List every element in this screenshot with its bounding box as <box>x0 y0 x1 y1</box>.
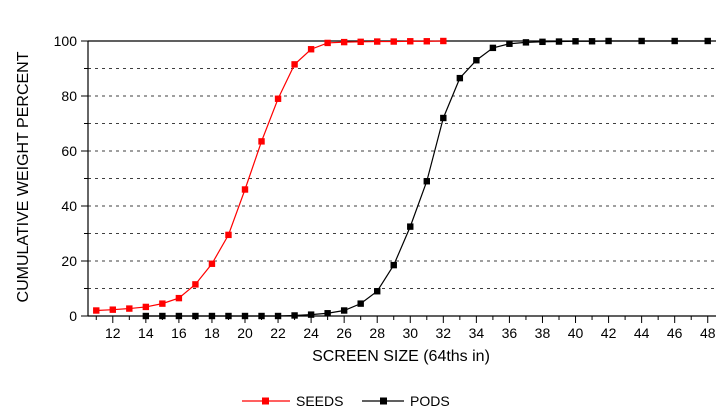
data-point-seeds <box>340 38 348 46</box>
data-point-pods <box>324 310 331 317</box>
x-tick-label: 28 <box>369 325 385 341</box>
data-point-pods <box>357 300 364 307</box>
data-point-seeds <box>192 281 199 288</box>
x-tick-label: 34 <box>469 325 485 341</box>
tick-labels: 0 20 40 60 80 100 12 14 16 18 20 22 24 26 28 30 32 34 36 38… <box>54 33 716 341</box>
data-point-seeds <box>142 303 150 311</box>
data-point-pods <box>555 38 563 45</box>
x-tick-label: 20 <box>237 325 253 341</box>
x-axis-title: SCREEN SIZE (64ths in) <box>312 348 490 365</box>
x-tick-label: 44 <box>634 325 650 341</box>
y-tick-label: 60 <box>61 143 77 159</box>
data-point-seeds <box>407 38 414 45</box>
legend: SEEDS PODS <box>242 393 450 409</box>
data-point-pods <box>208 312 216 320</box>
x-tick-label: 30 <box>402 325 418 341</box>
legend-item-pods: PODS <box>362 393 450 409</box>
data-point-pods <box>522 39 530 46</box>
data-point-pods <box>506 40 513 47</box>
plot-series <box>93 37 711 320</box>
data-point-seeds <box>324 39 331 47</box>
x-tick-label: 32 <box>436 325 452 341</box>
data-point-pods <box>572 38 579 45</box>
data-point-pods <box>307 311 315 318</box>
data-point-seeds <box>357 38 364 46</box>
data-point-pods <box>473 57 480 64</box>
data-point-pods <box>374 288 381 295</box>
data-point-pods <box>241 312 249 320</box>
y-tick-label: 100 <box>54 33 78 49</box>
y-tick-label: 80 <box>61 88 77 104</box>
data-point-pods <box>704 37 711 45</box>
x-tick-label: 40 <box>568 325 584 341</box>
data-point-seeds <box>208 260 216 267</box>
data-point-seeds <box>274 95 282 102</box>
x-tick-label: 26 <box>336 325 352 341</box>
data-point-seeds <box>291 61 298 68</box>
data-point-pods <box>605 37 612 45</box>
legend-label-pods: PODS <box>410 393 450 409</box>
y-tick-label: 40 <box>61 198 77 214</box>
data-point-pods <box>291 312 298 319</box>
series-line-seeds <box>96 40 444 312</box>
data-point-seeds <box>374 38 381 45</box>
x-tick-label: 24 <box>303 325 319 341</box>
y-tick-label: 20 <box>61 253 77 269</box>
legend-marker-seeds <box>262 397 269 405</box>
x-tick-label: 42 <box>601 325 617 341</box>
data-point-pods <box>489 44 497 52</box>
x-tick-label: 16 <box>171 325 187 341</box>
data-point-pods <box>192 312 199 320</box>
data-point-seeds <box>126 305 133 312</box>
data-point-seeds <box>159 300 166 307</box>
data-point-seeds <box>423 38 430 45</box>
data-point-pods <box>456 74 464 82</box>
data-point-seeds <box>109 306 116 313</box>
axes <box>81 40 716 323</box>
data-point-pods <box>440 114 447 122</box>
data-point-pods <box>274 312 282 320</box>
data-point-pods <box>407 223 414 230</box>
data-point-seeds <box>258 138 265 145</box>
data-point-pods <box>423 178 430 185</box>
data-point-seeds <box>241 186 249 193</box>
legend-item-seeds: SEEDS <box>242 393 343 409</box>
data-point-pods <box>539 38 546 46</box>
data-point-pods <box>159 312 166 320</box>
x-tick-label: 18 <box>204 325 220 341</box>
data-point-seeds <box>93 307 100 314</box>
gridlines <box>88 68 716 289</box>
data-point-pods <box>225 312 232 320</box>
x-tick-label: 48 <box>700 325 716 341</box>
data-point-pods <box>340 307 348 314</box>
data-point-seeds <box>225 231 232 239</box>
data-point-pods <box>175 312 183 320</box>
y-axis-title: CUMULATIVE WEIGHT PERCENT <box>15 51 32 302</box>
x-tick-label: 14 <box>138 325 154 341</box>
data-point-pods <box>142 312 150 320</box>
data-point-pods <box>638 37 645 45</box>
x-tick-label: 46 <box>667 325 683 341</box>
legend-marker-pods <box>380 397 387 405</box>
data-point-pods <box>258 312 265 320</box>
x-tick-label: 22 <box>270 325 286 341</box>
data-point-pods <box>671 37 678 45</box>
data-point-pods <box>390 261 397 269</box>
data-point-seeds <box>440 37 447 45</box>
x-tick-label: 12 <box>105 325 121 341</box>
data-point-pods <box>588 38 596 45</box>
data-point-seeds <box>175 294 183 302</box>
data-point-seeds <box>307 46 315 53</box>
y-tick-label: 0 <box>69 308 77 324</box>
data-point-seeds <box>390 38 397 45</box>
legend-label-seeds: SEEDS <box>296 393 343 409</box>
x-tick-label: 36 <box>502 325 518 341</box>
x-tick-label: 38 <box>535 325 551 341</box>
